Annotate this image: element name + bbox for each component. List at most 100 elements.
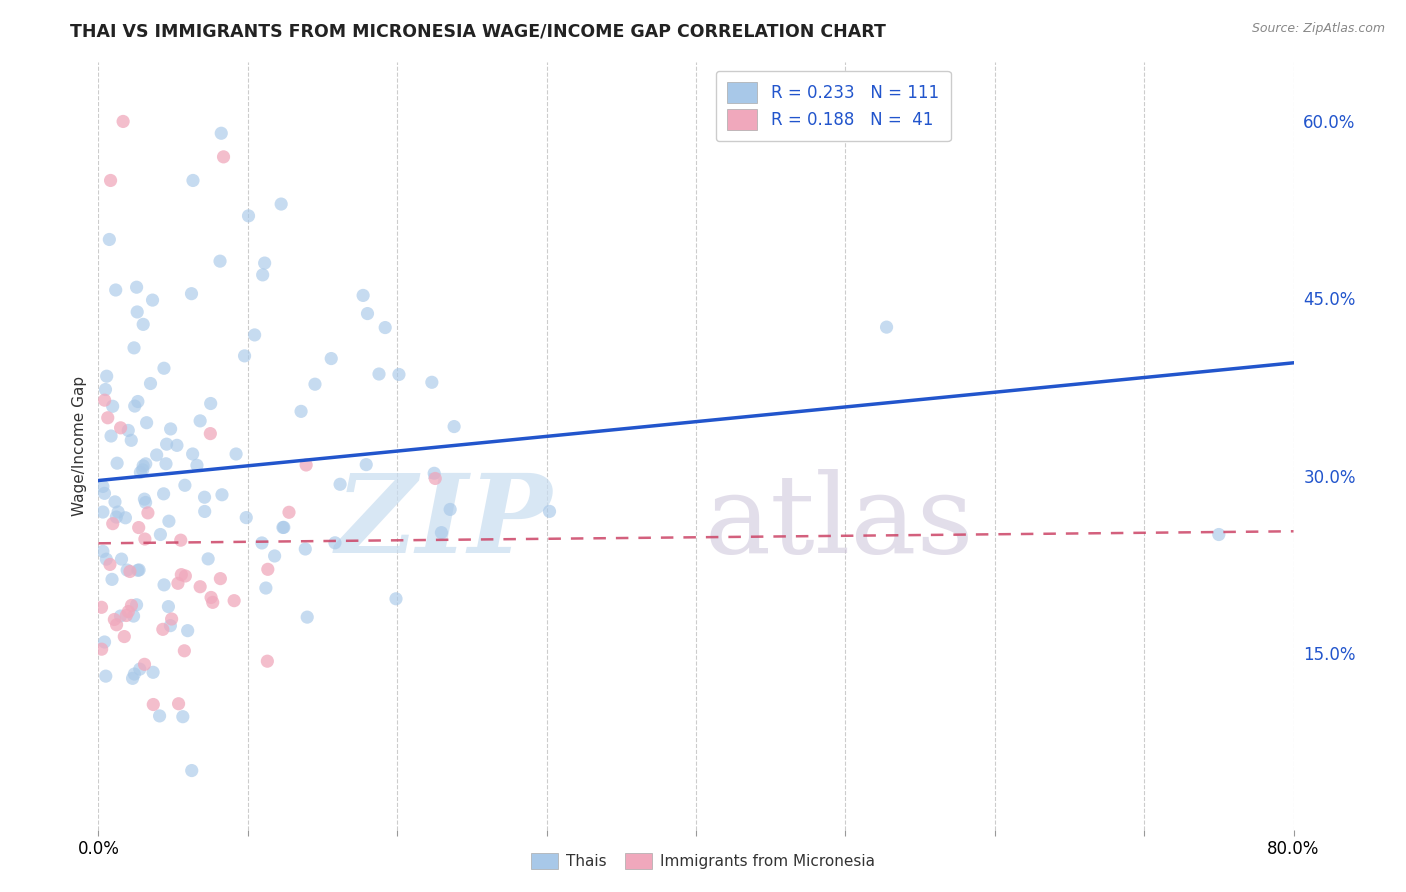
Point [122,609,145,624]
Point [127,563,149,577]
Point [253,256,276,270]
Point [297,610,319,624]
Point [188,580,211,594]
Point [201,595,224,609]
Point [128,563,150,577]
Point [323,536,346,550]
Point [238,209,260,223]
Point [211,488,233,502]
Point [100,429,122,443]
Point [107,505,129,519]
Point [120,599,142,613]
Point [141,293,163,307]
Point [356,307,378,321]
Point [90,642,112,657]
Point [423,467,446,481]
Point [200,591,222,605]
Text: ZIP: ZIP [336,469,553,576]
Point [235,510,257,524]
Point [388,368,411,382]
Point [321,351,343,366]
Point [105,510,128,524]
Point [256,562,278,576]
Point [124,399,146,413]
Point [142,665,165,680]
Point [200,426,222,441]
Point [153,578,176,592]
Point [115,608,138,623]
Point [538,504,561,518]
Point [186,458,208,473]
Point [224,593,246,607]
Point [352,288,374,302]
Point [209,126,232,140]
Point [125,280,148,294]
Point [155,437,177,451]
Point [152,623,174,637]
Point [117,605,139,619]
Point [425,471,447,485]
Point [385,591,408,606]
Point [290,404,312,418]
Point [120,434,142,448]
Point [876,320,898,334]
Point [181,447,204,461]
Point [122,341,145,355]
Point [155,457,177,471]
Point [172,709,194,723]
Point [157,514,180,528]
Point [250,536,273,550]
Point [112,114,135,128]
Point [180,764,202,778]
Point [225,447,247,461]
Point [181,173,204,187]
Point [115,563,138,577]
Point [121,671,143,685]
Text: THAI VS IMMIGRANTS FROM MICRONESIA WAGE/INCOME GAP CORRELATION CHART: THAI VS IMMIGRANTS FROM MICRONESIA WAGE/… [70,22,886,40]
Point [145,448,167,462]
Point [93,635,115,649]
Point [233,349,256,363]
Point [135,457,157,471]
Point [105,456,128,470]
Point [174,478,197,492]
Point [129,466,152,480]
Point [97,410,120,425]
Point [254,581,277,595]
Point [127,305,149,319]
Point [166,438,188,452]
Point [270,197,292,211]
Point [329,477,352,491]
Point [93,393,115,408]
Point [131,463,153,477]
Legend: Thais, Immigrants from Micronesia: Thais, Immigrants from Micronesia [524,847,882,875]
Point [101,573,124,587]
Point [94,383,117,397]
Point [263,549,285,563]
Point [135,416,157,430]
Point [110,552,132,566]
Point [149,527,172,541]
Point [152,487,174,501]
Point [124,667,146,681]
Point [167,576,190,591]
Y-axis label: Wage/Income Gap: Wage/Income Gap [72,376,87,516]
Point [104,283,127,297]
Point [188,414,211,428]
Point [159,618,181,632]
Point [167,697,190,711]
Point [193,490,215,504]
Text: atlas: atlas [704,469,974,576]
Point [134,532,156,546]
Point [170,533,193,548]
Point [101,516,124,531]
Point [110,609,132,624]
Point [132,318,155,332]
Point [142,698,165,712]
Point [128,520,150,534]
Point [295,458,318,472]
Point [174,569,197,583]
Point [209,572,232,586]
Point [160,612,183,626]
Point [294,541,316,556]
